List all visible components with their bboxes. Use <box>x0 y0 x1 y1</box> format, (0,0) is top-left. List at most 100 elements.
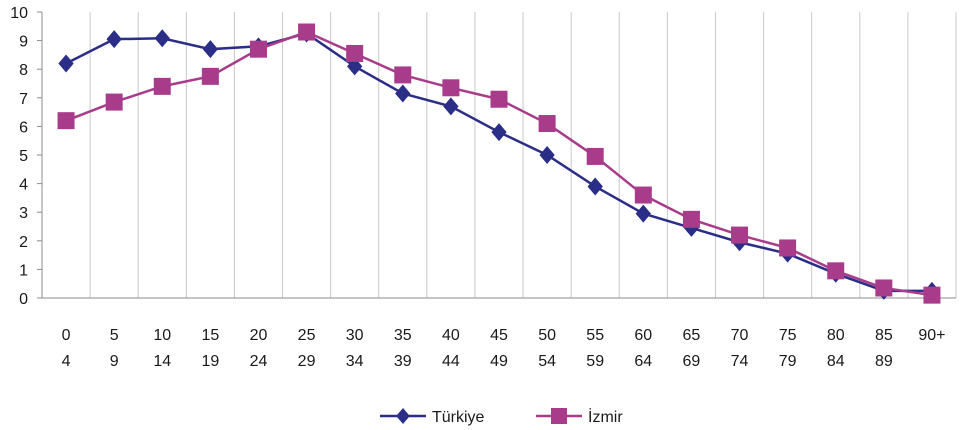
data-point-square <box>57 112 75 130</box>
x-tick-label: 85 89 <box>875 327 893 370</box>
x-tick-label-line1: 10 <box>153 327 171 344</box>
x-tick-label-line1: 5 <box>110 327 119 344</box>
x-tick-label-line2: 9 <box>110 353 119 370</box>
y-tick-label: 8 <box>19 62 28 79</box>
x-tick-label-line2: 44 <box>442 353 460 370</box>
data-point-square <box>634 186 652 204</box>
x-tick-label: 10 14 <box>153 327 171 370</box>
x-tick-label-line2: 64 <box>634 353 652 370</box>
x-tick-label-line2: 24 <box>250 353 268 370</box>
legend-item: İzmir <box>536 407 623 426</box>
data-point-diamond <box>202 40 219 59</box>
x-tick-label: 25 29 <box>298 327 316 370</box>
legend-label: Türkiye <box>432 409 485 426</box>
x-tick-label-line1: 60 <box>634 327 652 344</box>
x-tick-label-line2: 19 <box>201 353 219 370</box>
y-tick-label: 4 <box>19 177 28 194</box>
x-tick-label: 80 84 <box>827 327 845 370</box>
y-tick-label: 2 <box>19 234 28 251</box>
x-tick-label-line1: 55 <box>586 327 604 344</box>
gridlines <box>41 12 957 298</box>
x-tick-label-line1: 75 <box>779 327 797 344</box>
x-tick-label-line2: 79 <box>779 353 797 370</box>
x-tick-label-line1: 35 <box>394 327 412 344</box>
x-tick-label: 90+ <box>918 327 945 344</box>
y-tick-label: 6 <box>19 119 28 136</box>
x-tick-label-line2: 54 <box>538 353 556 370</box>
series-lines <box>57 23 941 304</box>
x-tick-label-line1: 80 <box>827 327 845 344</box>
data-point-square <box>298 23 316 41</box>
x-tick-label: 40 44 <box>442 327 460 370</box>
data-point-diamond <box>539 146 555 164</box>
y-tick-label: 5 <box>19 148 28 165</box>
x-tick-label-line2: 84 <box>827 353 845 370</box>
data-point-square <box>731 226 749 244</box>
x-tick-label: 60 64 <box>634 327 652 370</box>
x-tick-label-line1: 85 <box>875 327 893 344</box>
x-tick-label: 75 79 <box>779 327 797 370</box>
data-point-square <box>490 90 508 108</box>
x-tick-label-line1: 65 <box>683 327 701 344</box>
data-point-diamond <box>443 97 459 116</box>
x-tick-label-line2: 74 <box>731 353 749 370</box>
legend: Türkiye İzmir <box>380 407 623 426</box>
x-tick-label: 70 74 <box>731 327 749 370</box>
x-tick-label-line1: 70 <box>731 327 749 344</box>
x-tick-label-line1: 40 <box>442 327 460 344</box>
series-izmir <box>57 23 941 304</box>
x-tick-label-line1: 45 <box>490 327 508 344</box>
x-tick-label-line2: 4 <box>62 353 71 370</box>
x-tick-label-line1: 15 <box>201 327 219 344</box>
x-tick-label-line2: 34 <box>346 353 364 370</box>
legend-label: İzmir <box>588 407 623 426</box>
data-point-diamond <box>347 57 363 76</box>
y-tick-label: 9 <box>19 34 28 51</box>
data-point-square <box>538 115 556 133</box>
y-tick-label: 0 <box>19 291 28 308</box>
data-point-diamond <box>58 54 74 73</box>
x-tick-label-line2: 69 <box>683 353 701 370</box>
x-tick-label: 55 59 <box>586 327 604 370</box>
data-point-diamond <box>635 204 651 223</box>
data-point-diamond <box>587 177 603 196</box>
data-point-diamond <box>106 30 122 49</box>
data-point-square <box>682 210 700 228</box>
y-tick-label: 10 <box>10 5 28 22</box>
x-tick-label-line2: 39 <box>394 353 412 370</box>
x-tick-label-line2: 14 <box>153 353 171 370</box>
series-line <box>65 30 933 297</box>
data-point-square <box>551 408 567 424</box>
x-tick-label: 59 <box>110 327 119 370</box>
x-tick-label: 04 <box>62 327 71 370</box>
y-axis-tick-labels: 0 1 2 3 4 5 6 7 8 9 10 <box>10 5 28 308</box>
legend-item: Türkiye <box>380 408 485 426</box>
data-point-square <box>346 44 364 62</box>
x-tick-label-line2: 59 <box>586 353 604 370</box>
x-tick-label-line1: 25 <box>298 327 316 344</box>
y-tick-label: 3 <box>19 205 28 222</box>
x-tick-label: 30 34 <box>346 327 364 370</box>
y-tick-label: 1 <box>19 262 28 279</box>
x-tick-label-line2: 89 <box>875 353 893 370</box>
data-point-diamond <box>491 123 507 142</box>
y-tick-label: 7 <box>19 91 28 108</box>
x-tick-label: 50 54 <box>538 327 556 370</box>
x-tick-label-line2: 49 <box>490 353 508 370</box>
x-tick-label-line1: 30 <box>346 327 364 344</box>
x-tick-label: 65 69 <box>683 327 701 370</box>
x-tick-label-line1: 0 <box>62 327 71 344</box>
data-point-diamond <box>154 29 170 48</box>
data-point-square <box>105 93 123 111</box>
series-line <box>65 32 932 293</box>
data-point-square <box>586 147 604 165</box>
x-tick-label-line1: 20 <box>250 327 268 344</box>
x-tick-label: 35 39 <box>394 327 412 370</box>
data-point-square <box>249 40 267 58</box>
data-point-square <box>201 67 219 85</box>
data-point-diamond <box>396 408 410 424</box>
x-tick-label-line2: 29 <box>298 353 316 370</box>
